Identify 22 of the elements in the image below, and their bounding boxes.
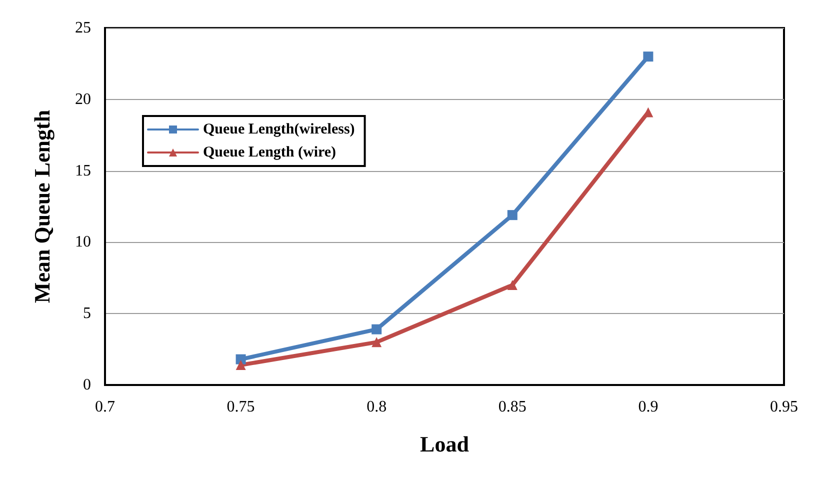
x-tick-label: 0.75 bbox=[226, 398, 255, 416]
point bbox=[507, 210, 518, 220]
y-tick-label: 10 bbox=[75, 234, 91, 251]
y-tick-label: 20 bbox=[75, 90, 91, 108]
x-tick-label: 0.95 bbox=[770, 398, 798, 416]
legend-label: Queue Length(wireless) bbox=[203, 122, 355, 138]
x-tick-label: 0.85 bbox=[498, 398, 526, 416]
legend-label: Queue Length (wire) bbox=[203, 144, 336, 160]
y-tick-label: 0 bbox=[83, 376, 91, 394]
y-tick-label: 25 bbox=[75, 20, 91, 36]
x-tick-label: 0.9 bbox=[638, 398, 658, 416]
point bbox=[372, 337, 382, 348]
x-tick-label: 0.7 bbox=[95, 398, 115, 416]
point bbox=[643, 52, 654, 62]
point bbox=[372, 324, 382, 334]
x-axis-title: Load bbox=[420, 432, 469, 456]
point bbox=[507, 280, 518, 290]
x-tick-label: 0.8 bbox=[366, 398, 387, 416]
y-axis-title: Mean Queue Length bbox=[30, 110, 54, 304]
y-tick-label: 5 bbox=[83, 305, 91, 322]
y-tick-label: 15 bbox=[75, 162, 91, 180]
point bbox=[236, 360, 246, 370]
